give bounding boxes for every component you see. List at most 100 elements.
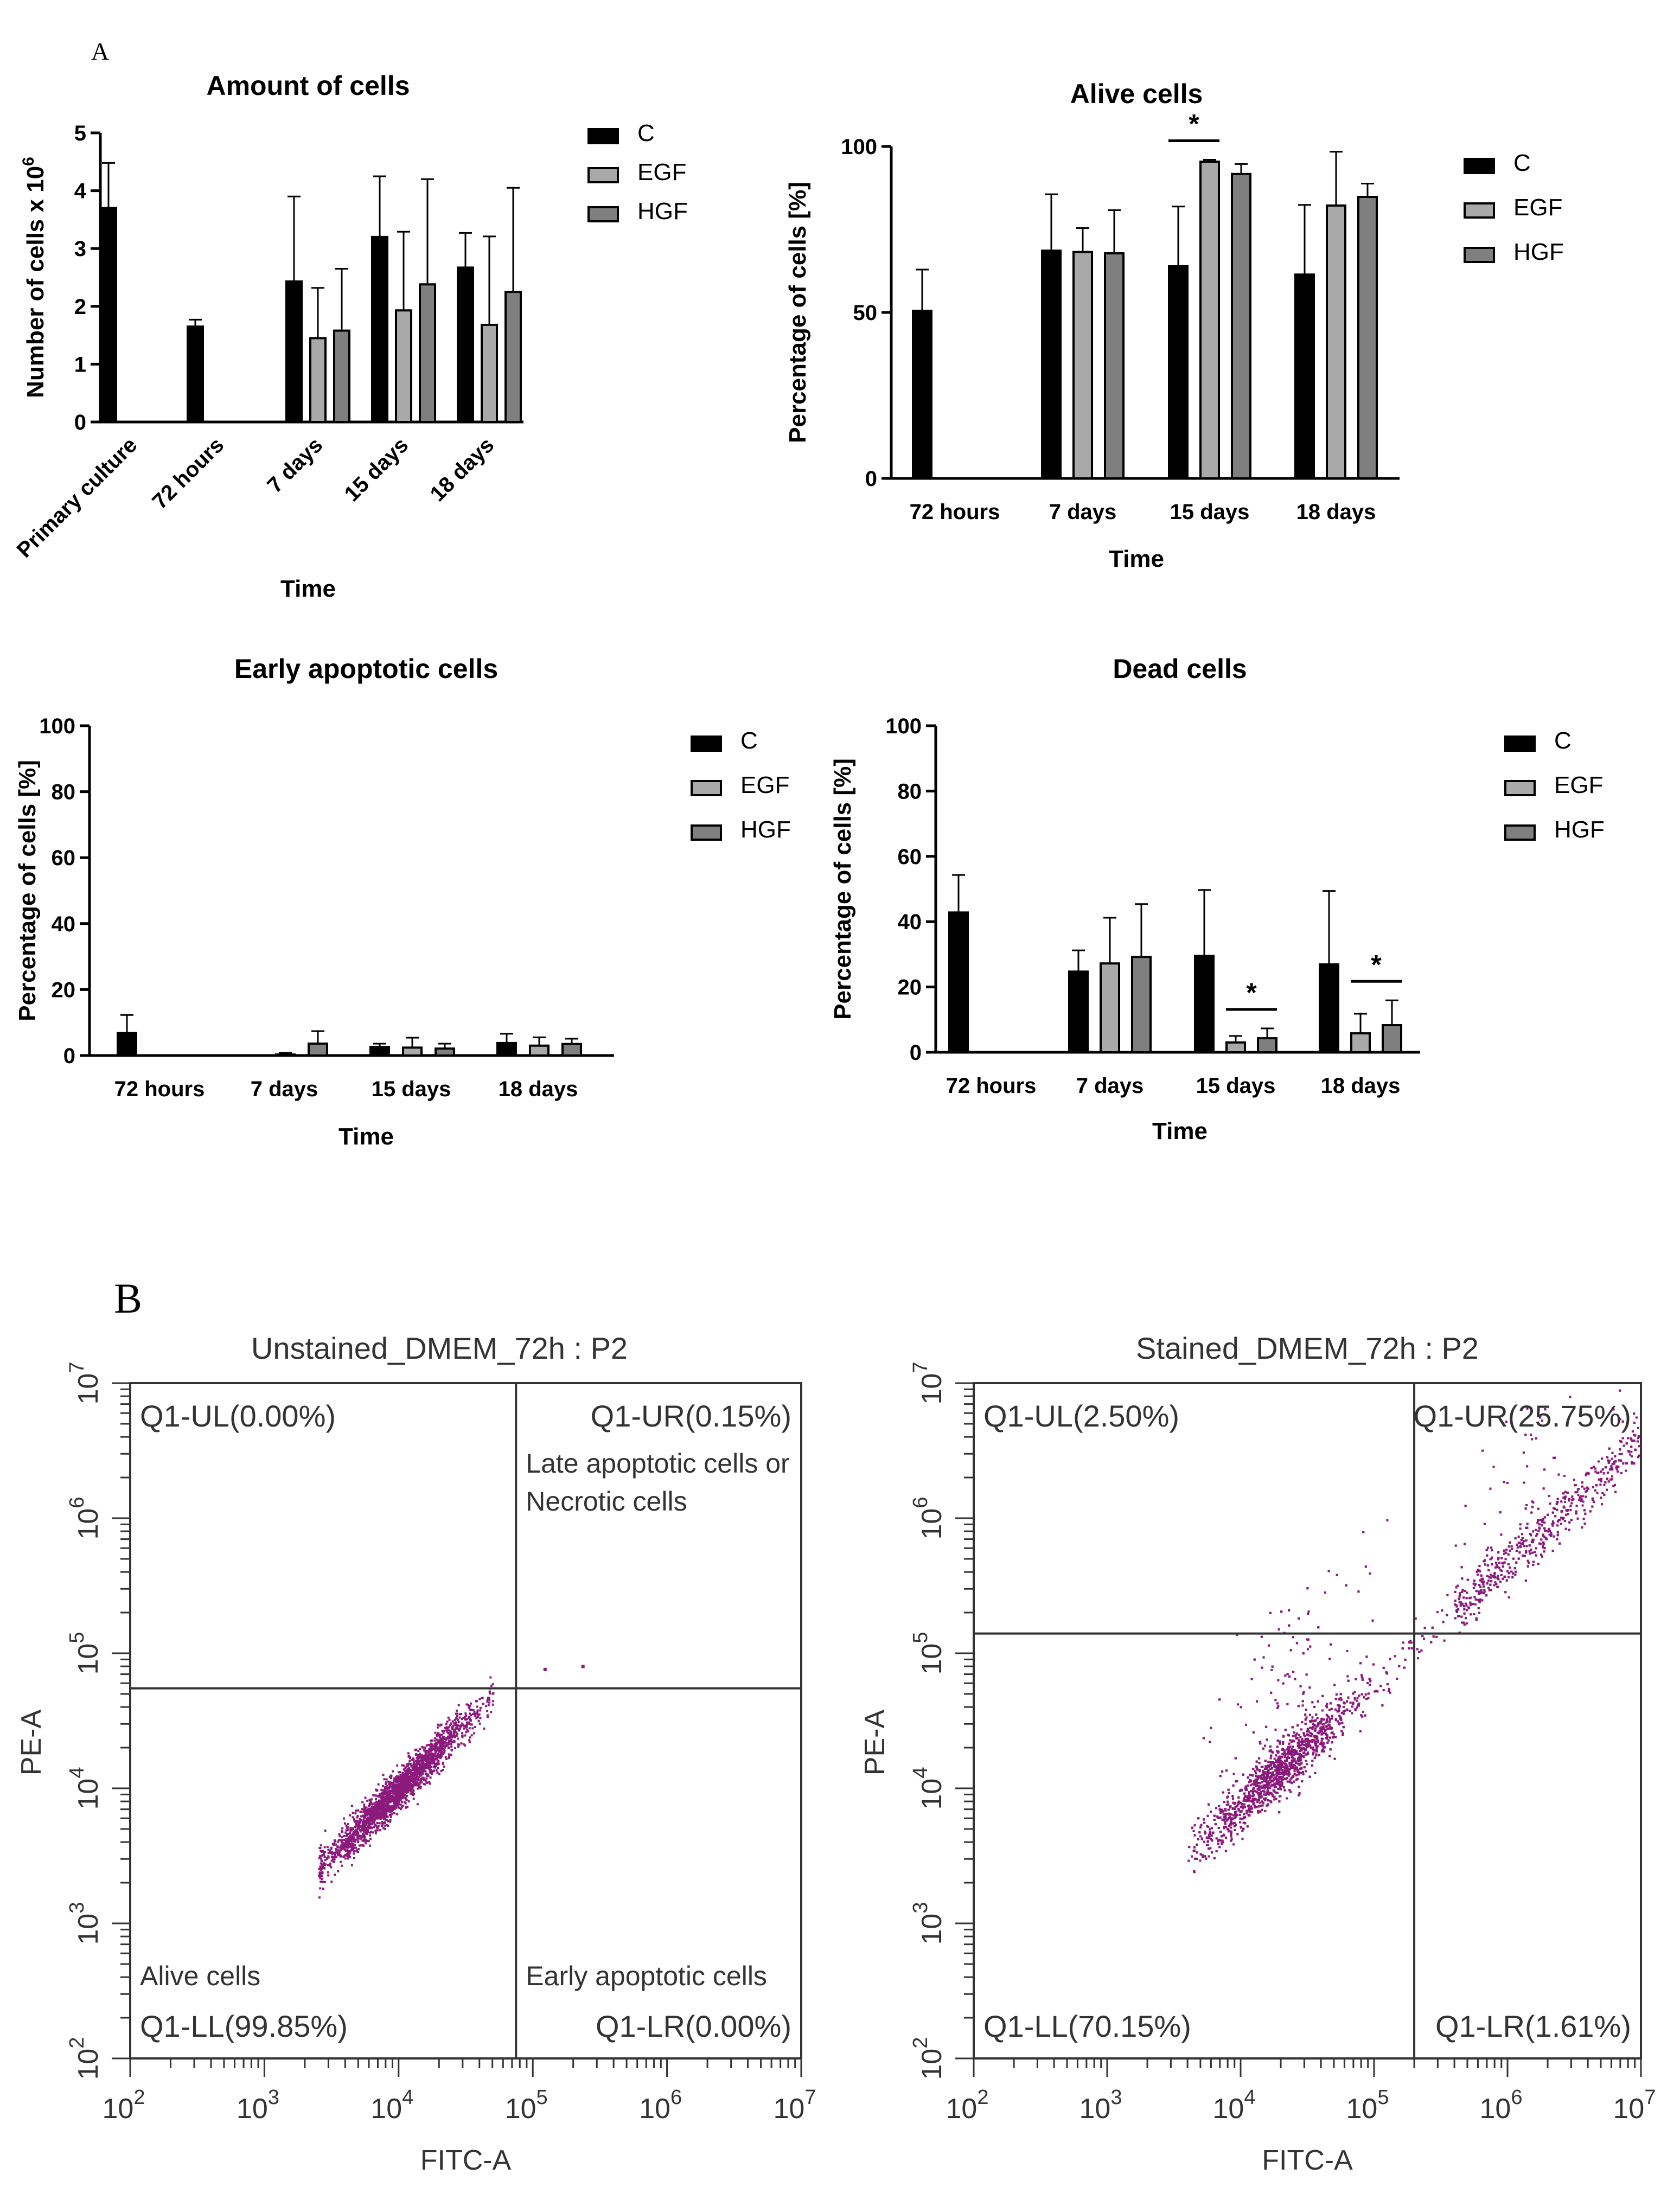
event-dot — [369, 1819, 372, 1822]
event-dot — [389, 1815, 392, 1818]
event-dot — [389, 1813, 392, 1816]
event-dot — [400, 1806, 403, 1809]
quadrant-lr-description: Early apoptotic cells — [526, 1961, 767, 1991]
event-dot — [393, 1806, 396, 1808]
event-dot — [369, 1809, 372, 1812]
legend-swatch-c — [1504, 736, 1536, 752]
event-dot — [348, 1837, 351, 1840]
y-tick-exponent: 5 — [66, 1632, 88, 1643]
event-dot — [344, 1840, 347, 1843]
quadrant-ll-label: Q1-LL(99.85%) — [140, 2009, 348, 2043]
event-dot — [427, 1749, 430, 1752]
event-dot — [415, 1767, 417, 1770]
event-dot — [330, 1850, 333, 1853]
event-dot — [358, 1823, 361, 1826]
event-dot — [346, 1838, 349, 1840]
event-dot — [466, 1722, 469, 1725]
event-dot — [419, 1759, 421, 1762]
event-dot — [434, 1731, 437, 1734]
event-dot — [370, 1814, 373, 1817]
event-dot — [374, 1832, 377, 1834]
bar-egf — [275, 1053, 296, 1057]
event-dot — [355, 1828, 358, 1831]
plot-frame — [129, 1382, 802, 2060]
flow-title: Unstained_DMEM_72h : P2 — [251, 1331, 628, 1365]
event-dot — [404, 1785, 406, 1788]
event-dot — [416, 1771, 418, 1774]
legend-label-egf: EGF — [740, 772, 789, 798]
event-dot — [388, 1810, 391, 1813]
event-dot — [399, 1787, 401, 1790]
event-dot — [381, 1816, 384, 1819]
event-dot — [470, 1702, 472, 1705]
event-dot — [431, 1770, 433, 1773]
bar-c — [1319, 963, 1339, 1054]
event-dot — [417, 1754, 419, 1756]
event-dot — [426, 1773, 429, 1776]
event-dot — [468, 1727, 471, 1730]
event-dot — [356, 1815, 359, 1817]
event-dot — [475, 1712, 478, 1715]
event-dot — [468, 1739, 471, 1742]
event-dot — [350, 1838, 353, 1841]
event-dot — [407, 1776, 410, 1779]
event-dot — [468, 1741, 471, 1743]
legend-swatch-egf — [691, 780, 722, 796]
event-dot — [390, 1795, 393, 1797]
event-dot — [415, 1748, 418, 1751]
event-dot — [382, 1774, 385, 1776]
event-dot — [436, 1771, 439, 1774]
event-dot — [434, 1747, 437, 1749]
event-dot — [406, 1806, 408, 1808]
event-dot — [464, 1718, 467, 1721]
event-dot — [341, 1836, 343, 1839]
event-dot — [457, 1719, 459, 1722]
event-dot — [400, 1788, 403, 1791]
event-dot — [363, 1807, 366, 1810]
event-dot — [393, 1812, 395, 1814]
legend-swatch-hgf — [691, 824, 722, 841]
legend-label-c: C — [637, 120, 655, 146]
event-dot — [446, 1737, 449, 1739]
event-dot — [354, 1844, 356, 1846]
event-dot — [362, 1811, 365, 1813]
event-dot — [344, 1857, 347, 1860]
event-dot — [364, 1796, 367, 1799]
event-dot — [437, 1753, 439, 1755]
event-dot — [343, 1835, 346, 1838]
event-dot — [385, 1778, 388, 1781]
event-dot — [453, 1741, 455, 1743]
event-dot — [463, 1727, 465, 1730]
event-dot — [389, 1805, 392, 1808]
event-dot — [429, 1776, 432, 1779]
event-dot — [362, 1819, 365, 1822]
event-dot — [407, 1755, 410, 1758]
event-dot — [420, 1773, 423, 1775]
event-dot — [345, 1824, 348, 1827]
event-dot — [446, 1730, 449, 1733]
event-dot — [413, 1776, 416, 1779]
event-dot — [352, 1846, 354, 1849]
event-dot — [418, 1757, 420, 1760]
event-dot — [381, 1803, 384, 1806]
y-tick-label: 100 — [39, 714, 75, 738]
event-dot — [401, 1774, 404, 1776]
event-dot — [349, 1814, 352, 1817]
event-dot — [356, 1851, 359, 1853]
x-tick-label: 7 days — [251, 1077, 318, 1101]
event-dot — [376, 1811, 379, 1814]
event-dot — [442, 1745, 445, 1748]
event-dot — [346, 1849, 349, 1851]
y-tick-label: 20 — [898, 976, 922, 1000]
event-dot — [405, 1799, 408, 1801]
event-dot — [389, 1784, 392, 1787]
event-dot — [490, 1711, 493, 1713]
y-axis-title: Percentage of cells [%] — [784, 182, 811, 443]
event-dot — [463, 1725, 466, 1728]
event-dot — [390, 1789, 393, 1792]
event-dot — [339, 1854, 342, 1856]
event-dot — [431, 1756, 433, 1758]
event-dot — [452, 1734, 455, 1736]
event-dot — [323, 1856, 326, 1858]
